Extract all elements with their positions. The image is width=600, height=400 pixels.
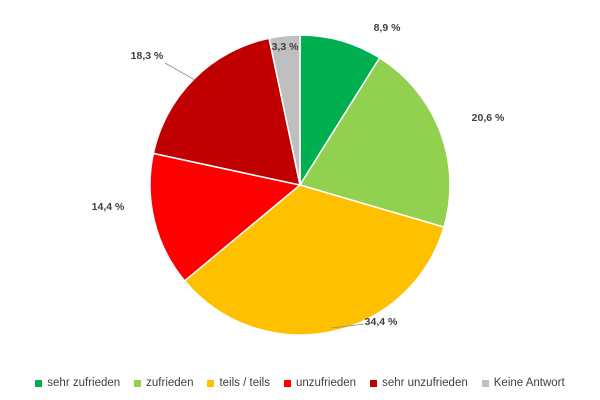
data-label-unzufrieden: 14,4 % [92, 201, 125, 213]
legend-item-unzufrieden: unzufrieden [283, 377, 357, 389]
data-label-keine-antwort: 3,3 % [272, 41, 300, 53]
pie-slice-sehr-unzufrieden [152, 37, 301, 186]
legend-item-sehr-unzufrieden: sehr unzufrieden [370, 377, 468, 389]
legend-label-keine-antwort: Keine Antwort [493, 377, 565, 389]
leader-line-teils-teils [331, 323, 365, 329]
legend-swatch-sehr-unzufrieden [370, 379, 378, 387]
legend-item-teils-teils: teils / teils [207, 377, 270, 389]
legend-label-teils-teils: teils / teils [219, 377, 270, 389]
legend-swatch-zufrieden [134, 379, 142, 387]
pie-slice-zufrieden [298, 56, 451, 229]
leader-line-sehr-unzufrieden [164, 62, 196, 81]
data-label-zufrieden: 20,6 % [472, 112, 505, 124]
pie-slice-keine-antwort [268, 34, 301, 186]
legend-item-zufrieden: zufrieden [134, 377, 193, 389]
legend-item-keine-antwort: Keine Antwort [481, 377, 565, 389]
pie-slice-teils-teils [183, 184, 445, 336]
legend-label-sehr-unzufrieden: sehr unzufrieden [382, 377, 468, 389]
legend-swatch-sehr-zufrieden [35, 379, 43, 387]
legend-label-sehr-zufrieden: sehr zufrieden [47, 377, 121, 389]
data-label-teils-teils: 34,4 % [365, 316, 398, 328]
legend-swatch-teils-teils [207, 379, 215, 387]
data-label-sehr-unzufrieden: 18,3 % [131, 50, 164, 62]
legend-swatch-keine-antwort [481, 379, 489, 387]
data-label-sehr-zufrieden: 8,9 % [374, 22, 402, 34]
legend-item-sehr-zufrieden: sehr zufrieden [35, 377, 120, 389]
legend-swatch-unzufrieden [283, 379, 291, 387]
pie-slice-sehr-zufrieden [299, 34, 381, 188]
chart-legend: sehr zufrieden zufrieden teils / teils u… [0, 374, 600, 392]
legend-label-zufrieden: zufrieden [146, 377, 194, 389]
pie-slice-unzufrieden [149, 152, 302, 282]
legend-label-unzufrieden: unzufrieden [295, 377, 357, 389]
